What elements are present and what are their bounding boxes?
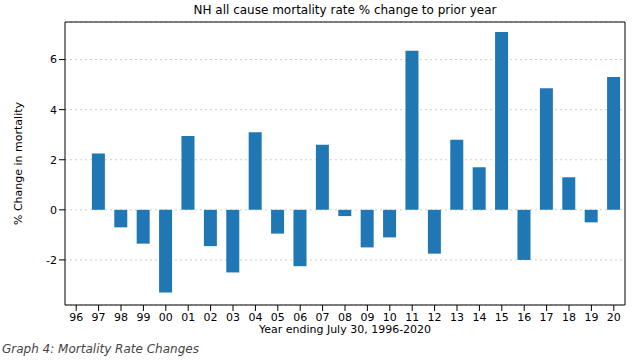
svg-text:15: 15 [495,311,509,324]
svg-text:10: 10 [383,311,397,324]
svg-text:05: 05 [271,311,285,324]
svg-text:18: 18 [562,311,576,324]
svg-text:20: 20 [607,311,621,324]
svg-text:-2: -2 [46,254,57,267]
svg-text:16: 16 [517,311,531,324]
svg-text:08: 08 [338,311,352,324]
svg-text:13: 13 [450,311,464,324]
svg-text:06: 06 [293,311,307,324]
svg-text:07: 07 [316,311,330,324]
svg-text:14: 14 [472,311,486,324]
svg-text:4: 4 [50,104,57,117]
html-text:Graph 4: Mortality Rate Change: Graph 4: Mortality Rate Changes [2,342,199,356]
svg-text:98: 98 [114,311,128,324]
svg-text:6: 6 [50,53,57,66]
html-text:NH all cause mortality rate %: NH all cause mortality rate % change to … [193,3,497,17]
svg-text:0: 0 [50,204,57,217]
svg-text:17: 17 [540,311,554,324]
svg-text:12: 12 [428,311,442,324]
svg-text:04: 04 [248,311,262,324]
svg-text:09: 09 [360,311,374,324]
svg-text:00: 00 [159,311,173,324]
svg-text:11: 11 [405,311,419,324]
svg-text:96: 96 [69,311,83,324]
svg-text:02: 02 [204,311,218,324]
svg-text:03: 03 [226,311,240,324]
svg-text:% Change in mortality: % Change in mortality [12,101,25,225]
svg-text:2: 2 [50,154,57,167]
svg-text:97: 97 [92,311,106,324]
svg-text:Year ending July 30, 1996-2020: Year ending July 30, 1996-2020 [258,323,431,336]
svg-text:01: 01 [181,311,195,324]
svg-text:99: 99 [136,311,150,324]
svg-text:19: 19 [584,311,598,324]
